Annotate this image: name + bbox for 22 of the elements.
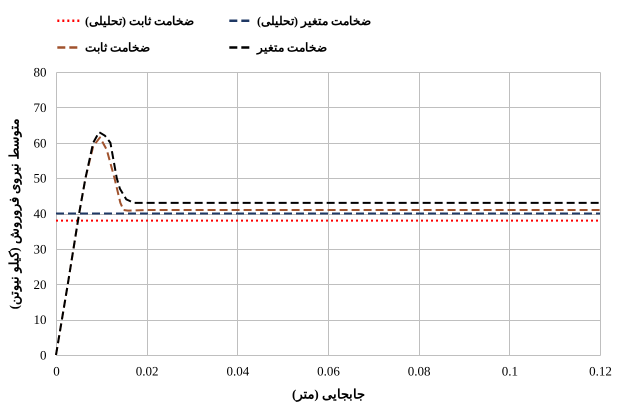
- x-tick-label: 0.04: [226, 364, 250, 378]
- y-tick-label: 60: [34, 135, 46, 150]
- x-tick-label: 0.08: [408, 364, 431, 378]
- x-tick-label: 0.02: [136, 364, 159, 378]
- x-tick-label: 0.06: [317, 364, 340, 378]
- y-tick-label: 10: [34, 312, 46, 328]
- legend-label: ضخامت متغیر (تحلیلی): [257, 14, 371, 29]
- y-tick-label: 30: [34, 241, 46, 256]
- y-tick-label: 20: [34, 276, 46, 292]
- x-tick-label: 0.1: [502, 364, 518, 378]
- x-tick-label: 0: [53, 364, 60, 378]
- y-tick-label: 40: [34, 206, 46, 221]
- y-axis-title: متوسط نیروی فروروش (کیلو نیوتن): [6, 118, 22, 310]
- legend-label: ضخامت متغیر: [256, 40, 327, 56]
- legend-label: ضخامت ثابت (تحلیلی): [85, 14, 194, 28]
- x-tick-label: 0.12: [589, 364, 612, 378]
- y-tick-label: 70: [34, 100, 46, 115]
- y-tick-label: 0: [40, 348, 46, 362]
- x-axis-title: جابجایی (متر): [292, 386, 365, 402]
- legend-label: ضخامت ثابت: [85, 40, 150, 54]
- y-tick-label: 80: [34, 64, 46, 80]
- y-tick-label: 50: [34, 170, 46, 186]
